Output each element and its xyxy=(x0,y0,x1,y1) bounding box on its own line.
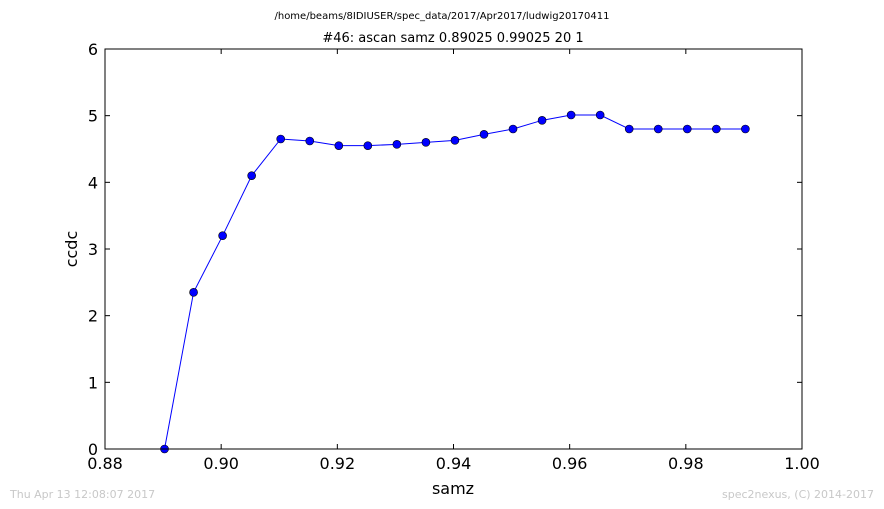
x-tick-label: 0.98 xyxy=(668,454,704,473)
data-point xyxy=(479,130,489,139)
y-tick-label: 0 xyxy=(88,440,98,459)
series-line xyxy=(164,114,746,450)
data-point xyxy=(741,124,750,134)
data-point xyxy=(305,136,315,146)
data-point xyxy=(537,116,547,125)
data-point xyxy=(334,141,344,150)
x-tick-label: 0.96 xyxy=(552,454,588,473)
data-point xyxy=(218,231,227,240)
data-point xyxy=(508,124,518,134)
y-tick-label: 5 xyxy=(88,107,98,126)
x-tick-label: 1.00 xyxy=(784,454,820,473)
data-point xyxy=(276,134,286,144)
data-point xyxy=(653,124,663,134)
x-tick-label: 0.94 xyxy=(436,454,472,473)
x-tick-label: 0.90 xyxy=(203,454,239,473)
x-tick-label: 0.88 xyxy=(87,454,123,473)
chart-title: #46: ascan samz 0.89025 0.99025 20 1 xyxy=(322,31,583,46)
footer-credit: spec2nexus, (C) 2014-2017 xyxy=(722,488,874,501)
x-tick-label: 0.92 xyxy=(320,454,356,473)
data-point xyxy=(363,141,373,150)
data-point xyxy=(247,171,256,180)
y-tick-label: 6 xyxy=(88,40,98,59)
y-tick-label: 1 xyxy=(88,373,98,392)
chart-suptitle: /home/beams/8IDIUSER/spec_data/2017/Apr2… xyxy=(274,11,609,22)
data-point xyxy=(392,140,402,149)
data-point xyxy=(682,124,692,134)
data-point xyxy=(421,138,431,147)
series-layer xyxy=(160,110,750,454)
footer-timestamp: Thu Apr 13 12:08:07 2017 xyxy=(9,488,155,501)
plot-frame xyxy=(104,48,803,450)
data-point xyxy=(595,110,605,120)
data-point xyxy=(624,124,634,134)
data-point xyxy=(566,110,576,120)
y-axis-label: ccdc xyxy=(62,231,81,268)
ticks-layer: 0.88 0.90 0.92 0.94 0.96 0.98 1.00 0 1 2 3 4 5 6 xyxy=(87,40,820,473)
x-axis-label: samz xyxy=(432,479,474,498)
y-tick-label: 4 xyxy=(88,173,98,192)
data-point xyxy=(712,124,721,134)
data-point xyxy=(450,136,460,145)
y-tick-label: 2 xyxy=(88,307,98,326)
data-point xyxy=(189,288,198,297)
y-tick-label: 3 xyxy=(88,240,98,259)
